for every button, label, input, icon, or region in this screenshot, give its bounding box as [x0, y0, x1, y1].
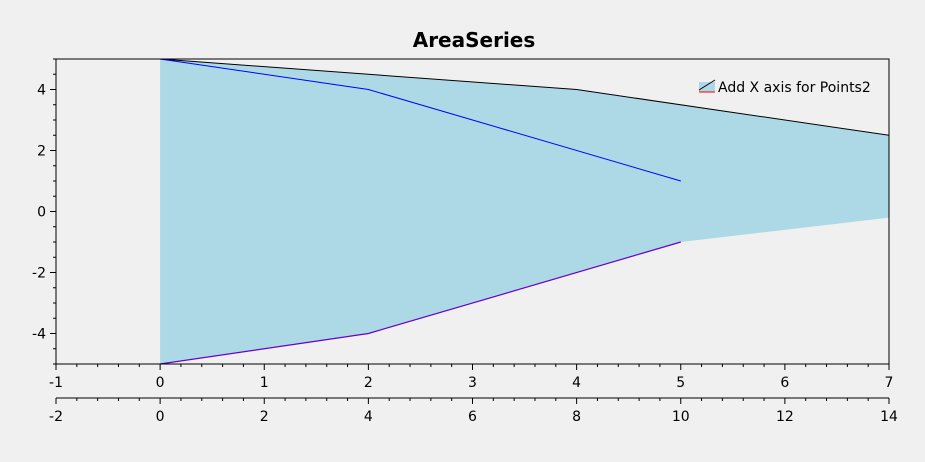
- x-bottom-tick-label: 0: [156, 409, 165, 425]
- x-top-tick-label: 1: [260, 375, 269, 391]
- points2-lower-line: [160, 241, 681, 364]
- x-top-tick-label: -1: [49, 375, 63, 391]
- x-top-tick-label: 3: [468, 375, 477, 391]
- points1-upper-line: [160, 59, 889, 136]
- x-bottom-tick-label: 8: [572, 409, 581, 425]
- series-group: [160, 59, 889, 364]
- y-tick-label: -4: [32, 327, 46, 343]
- x-bottom-tick-label: 2: [260, 409, 269, 425]
- points2-upper-line: [160, 59, 681, 182]
- y-tick-label: -2: [32, 266, 46, 282]
- x-top-tick-label: 7: [885, 375, 894, 391]
- area-fill-points1: [160, 59, 889, 364]
- x-bottom-tick-label: 6: [468, 409, 477, 425]
- x-top-tick-label: 4: [572, 375, 581, 391]
- y-tick-label: 0: [37, 205, 46, 221]
- legend-swatch-upper: [698, 79, 716, 91]
- y-tick-label: 2: [37, 144, 46, 160]
- x-top-tick-label: 6: [780, 375, 789, 391]
- x-bottom-tick-label: 14: [880, 409, 898, 425]
- x-top-tick-label: 2: [364, 375, 373, 391]
- x-top-tick-label: 5: [676, 375, 685, 391]
- legend: Add X axis for Points2: [698, 79, 871, 96]
- legend-swatch: [698, 79, 716, 93]
- x-bottom-tick-label: 12: [776, 409, 794, 425]
- x-top-tick-label: 0: [156, 375, 165, 391]
- x-bottom-tick-label: 4: [364, 409, 373, 425]
- legend-label: Add X axis for Points2: [718, 80, 871, 96]
- x-bottom-tick-label: 10: [672, 409, 690, 425]
- y-tick-label: 4: [37, 83, 46, 99]
- plot-area: [56, 59, 889, 364]
- x-bottom-tick-label: -2: [49, 409, 63, 425]
- legend-swatch-fill: [699, 82, 715, 92]
- chart-title: AreaSeries: [413, 28, 536, 52]
